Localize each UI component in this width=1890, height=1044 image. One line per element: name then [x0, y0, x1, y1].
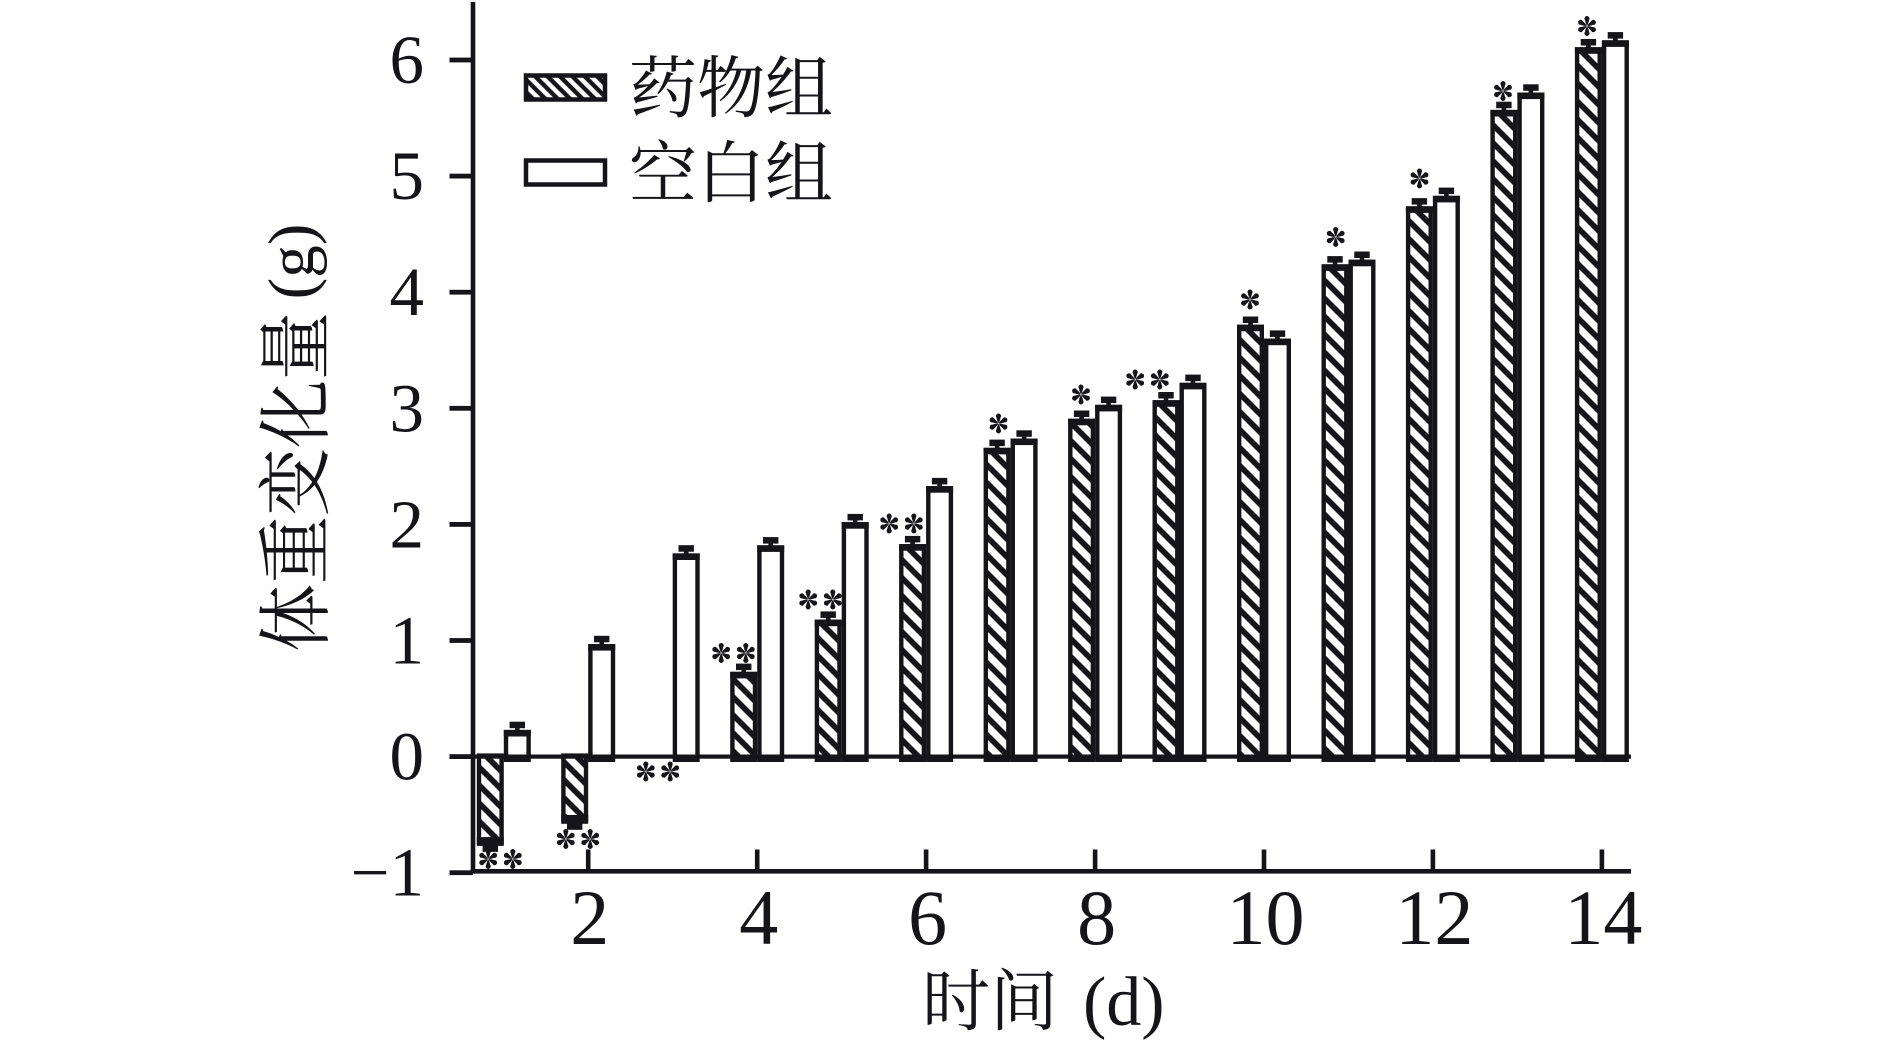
svg-text:2: 2	[390, 486, 425, 562]
svg-text:6: 6	[390, 22, 425, 98]
svg-text:4: 4	[739, 874, 778, 961]
svg-text:2: 2	[570, 874, 609, 961]
svg-text:−1: −1	[351, 835, 424, 911]
svg-text:8: 8	[1077, 874, 1116, 961]
svg-text:4: 4	[390, 254, 425, 330]
svg-text:5: 5	[390, 138, 425, 214]
svg-text:(g): (g)	[256, 224, 328, 300]
svg-text:3: 3	[390, 370, 425, 446]
svg-text:0: 0	[390, 719, 425, 795]
svg-text:(d): (d)	[1083, 964, 1165, 1041]
svg-text:12: 12	[1395, 874, 1473, 961]
svg-text:1: 1	[390, 603, 425, 679]
svg-text:6: 6	[908, 874, 947, 961]
svg-text:10: 10	[1227, 874, 1305, 961]
svg-text:14: 14	[1564, 874, 1642, 961]
